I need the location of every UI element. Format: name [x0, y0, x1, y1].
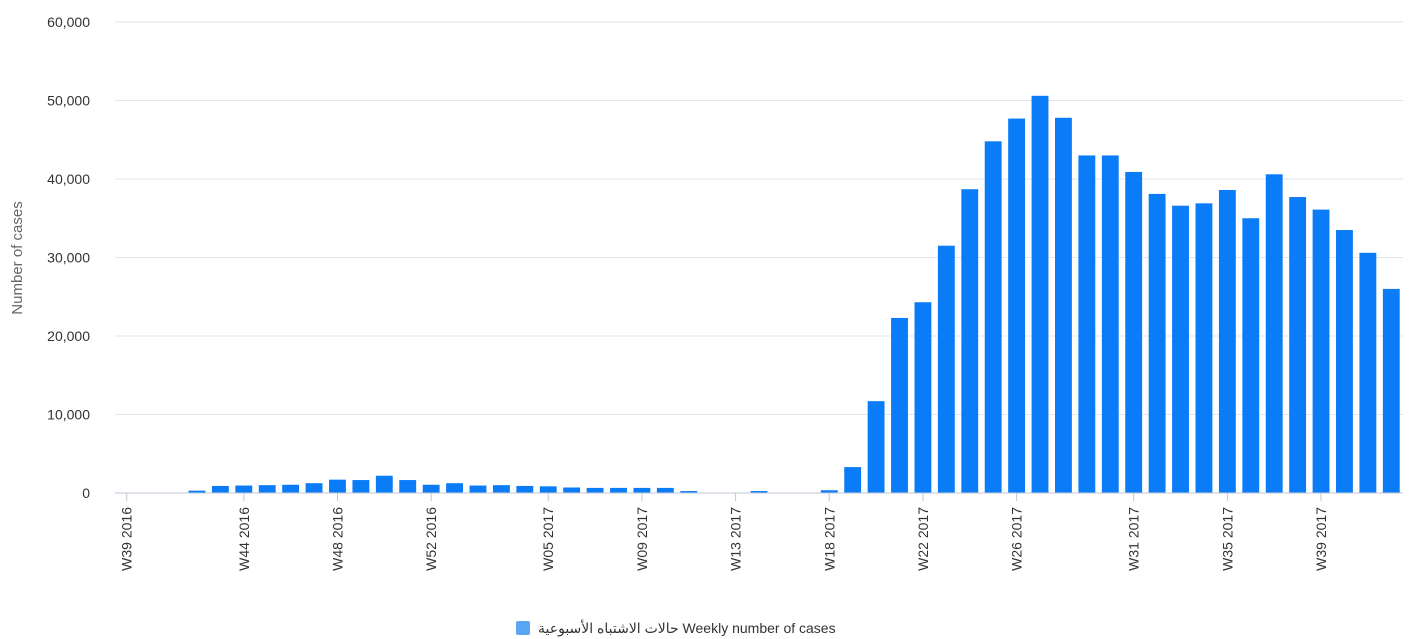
x-tick-label: W39 2016 — [119, 507, 135, 571]
bar[interactable] — [375, 475, 393, 493]
bar[interactable] — [984, 141, 1002, 493]
bar[interactable] — [1289, 197, 1307, 493]
y-tick-label: 40,000 — [47, 171, 90, 187]
bar[interactable] — [235, 485, 253, 493]
x-tick-label: W09 2017 — [634, 507, 650, 571]
bar[interactable] — [352, 480, 370, 493]
bar[interactable] — [1242, 218, 1260, 493]
x-tick-label: W22 2017 — [915, 507, 931, 571]
x-tick-label: W39 2017 — [1313, 507, 1329, 571]
bar[interactable] — [1195, 203, 1213, 493]
y-tick-label: 50,000 — [47, 93, 90, 109]
bars — [188, 95, 1400, 494]
bar[interactable] — [469, 485, 487, 493]
bar[interactable] — [563, 487, 581, 493]
bar[interactable] — [1008, 118, 1026, 494]
bar[interactable] — [891, 317, 908, 493]
bar[interactable] — [844, 467, 862, 493]
bar[interactable] — [1382, 288, 1400, 493]
bar[interactable] — [750, 491, 768, 493]
x-tick-label: W48 2016 — [329, 507, 345, 571]
legend[interactable]: حالات الاشتباه الأسبوعية Weekly number o… — [516, 619, 836, 637]
bar[interactable] — [656, 487, 674, 493]
y-axis-tick-labels: 0 10,000 20,000 30,000 40,000 50,000 60,000 — [47, 14, 90, 501]
legend-label[interactable]: حالات الاشتباه الأسبوعية Weekly number o… — [538, 619, 836, 637]
legend-swatch[interactable] — [516, 621, 530, 635]
bar[interactable] — [539, 486, 557, 493]
x-tick-label: W18 2017 — [821, 507, 837, 571]
x-tick-label: W13 2017 — [728, 507, 744, 571]
y-tick-label: 20,000 — [47, 328, 90, 344]
bar[interactable] — [305, 483, 323, 493]
bar[interactable] — [1336, 230, 1353, 493]
bar[interactable] — [329, 479, 346, 493]
y-axis-title: Number of cases — [9, 201, 26, 314]
bar[interactable] — [867, 401, 885, 493]
y-tick-label: 60,000 — [47, 14, 90, 30]
bar[interactable] — [1312, 209, 1330, 494]
bar[interactable] — [211, 485, 229, 493]
x-axis-tick-labels: W39 2016 W44 2016 W48 2016 W52 2016 W05 2017… — [119, 507, 1329, 571]
bar[interactable] — [1078, 155, 1096, 493]
x-axis-tick-marks — [126, 493, 1322, 501]
bar[interactable] — [937, 245, 955, 493]
bar[interactable] — [1125, 171, 1143, 493]
bar[interactable] — [1101, 155, 1119, 493]
bar[interactable] — [1055, 117, 1072, 494]
x-tick-label: W44 2016 — [236, 507, 252, 571]
bar[interactable] — [1148, 193, 1166, 494]
bar[interactable] — [1265, 174, 1283, 494]
bar[interactable] — [1031, 95, 1049, 493]
bar[interactable] — [258, 485, 276, 493]
bar[interactable] — [492, 485, 510, 493]
bar[interactable] — [422, 484, 440, 493]
bar[interactable] — [586, 487, 604, 493]
bar[interactable] — [680, 491, 698, 493]
bar[interactable] — [633, 487, 651, 493]
bar[interactable] — [399, 480, 417, 493]
y-tick-label: 30,000 — [47, 250, 90, 266]
y-tick-label: 10,000 — [47, 407, 90, 423]
bar[interactable] — [282, 484, 300, 493]
x-tick-label: W35 2017 — [1219, 507, 1235, 571]
bar[interactable] — [1359, 252, 1377, 493]
bar[interactable] — [188, 490, 206, 493]
x-tick-label: W52 2016 — [423, 507, 439, 571]
x-tick-label: W26 2017 — [1009, 507, 1025, 571]
bar[interactable] — [610, 487, 627, 493]
bar[interactable] — [820, 490, 838, 493]
x-tick-label: W05 2017 — [540, 507, 556, 571]
bar[interactable] — [1218, 189, 1236, 494]
bar[interactable] — [1172, 205, 1189, 493]
x-tick-label: W31 2017 — [1126, 507, 1142, 571]
y-tick-label: 0 — [82, 485, 90, 501]
bar[interactable] — [961, 189, 979, 493]
bar[interactable] — [914, 302, 932, 493]
bar[interactable] — [516, 485, 534, 493]
bar[interactable] — [446, 483, 463, 493]
